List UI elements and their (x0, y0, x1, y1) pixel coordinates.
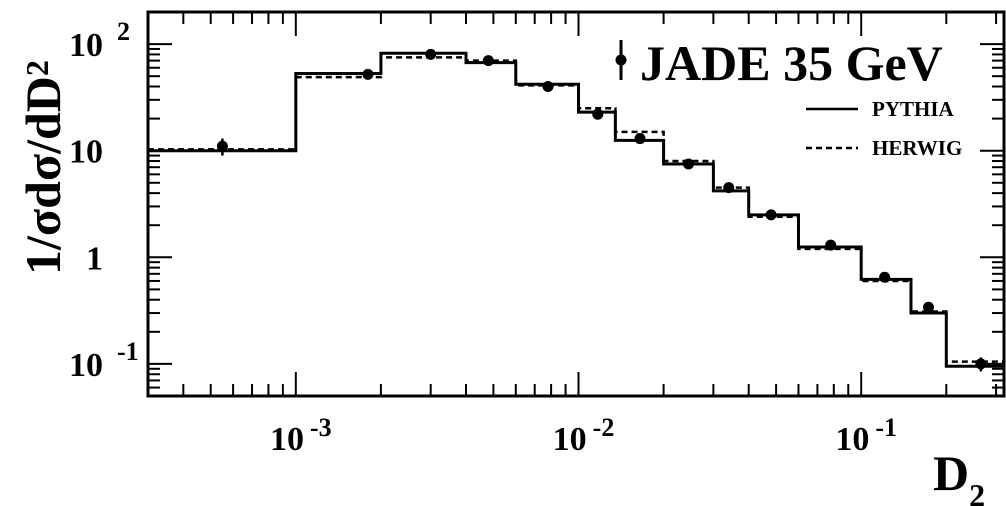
x-axis-label: D2 (933, 445, 985, 506)
series-layer (148, 48, 1004, 372)
data-point (723, 182, 735, 194)
y-tick-label-base: 10 (69, 134, 103, 171)
data-point (765, 209, 777, 221)
x-tick-label-exponent: -2 (593, 413, 615, 442)
y-tick-label-base: 1 (86, 240, 103, 277)
y-tick-label-base: 10 (69, 347, 103, 384)
y-tick-label-exponent: 2 (117, 17, 130, 46)
axis-ticks (147, 11, 1004, 397)
y-tick-label: 1 (86, 240, 103, 277)
data-point (482, 55, 494, 67)
data-point (592, 108, 604, 120)
data-point (683, 158, 695, 170)
y-axis-label-subscript: 2 (19, 60, 55, 76)
legend: JADE 35 GeV PYTHIA HERWIG (615, 35, 962, 160)
data-point (975, 358, 987, 370)
y-tick-label: 10 (69, 27, 103, 64)
data-point (362, 68, 374, 80)
x-tick-label-base: 10 (835, 421, 869, 458)
x-tick-label-base: 10 (553, 421, 587, 458)
y-tick-label: 10 (69, 347, 103, 384)
data-point (542, 81, 554, 93)
data-point (879, 271, 891, 283)
legend-herwig-label: HERWIG (872, 136, 962, 160)
x-axis-label-subscript: 2 (969, 477, 985, 506)
legend-title: JADE 35 GeV (640, 35, 943, 91)
legend-pythia-label: PYTHIA (872, 97, 955, 121)
plot-frame-border (146, 10, 1006, 398)
y-tick-label-exponent: -1 (117, 337, 139, 366)
y-tick-label-base: 10 (69, 27, 103, 64)
x-tick-label-exponent: -3 (310, 413, 332, 442)
data-point (425, 48, 437, 60)
y-axis-label: 1/σdσ/dD2 (15, 60, 71, 275)
x-tick-label: 10 -1 (835, 413, 897, 458)
x-tick-label: 10 -2 (553, 413, 615, 458)
y-tick-label: 10 (69, 134, 103, 171)
legend-data-marker (615, 54, 627, 66)
data-point (825, 239, 837, 251)
data-point (216, 140, 228, 152)
data-point (922, 301, 934, 313)
x-tick-label-base: 10 (270, 421, 304, 458)
x-tick-label: 10 -3 (270, 413, 332, 458)
plot-frame (146, 10, 1006, 398)
data-point (634, 133, 646, 145)
x-tick-label-exponent: -1 (875, 413, 897, 442)
